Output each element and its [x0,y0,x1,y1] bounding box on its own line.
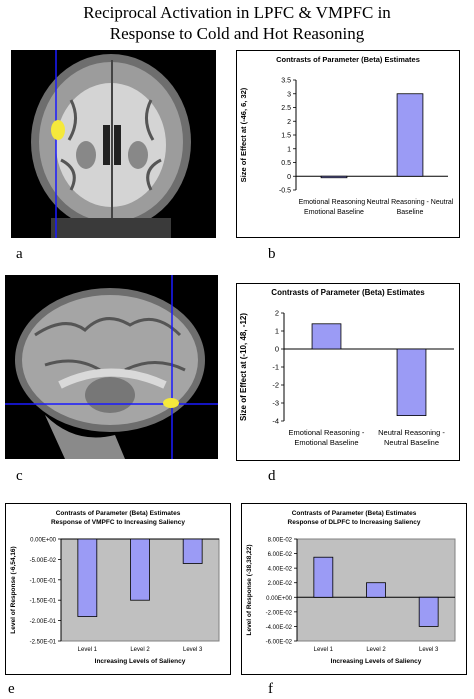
sagittal-brain-image [5,275,218,459]
title-line-1: Reciprocal Activation in LPFC & VMPFC in [83,3,391,22]
y-tick-label: 0.00E+00 [30,538,57,544]
category-label: Neutral Reasoning - Neutral [367,199,454,206]
bar-2 [396,348,427,416]
y-tick-label: -1.50E-01 [30,599,57,605]
category-label: Level 3 [183,647,203,653]
y-tick-label: 0.5 [281,160,291,167]
y-tick-label: 8.00E-02 [268,538,293,544]
y-tick-label: 3.5 [281,78,291,85]
bar-3 [418,596,439,627]
x-axis-label: Increasing Levels of Saliency [331,658,422,665]
panel-label-b: b [268,246,276,262]
category-label: Level 3 [419,647,439,653]
panel-label-a: a [16,246,23,262]
y-axis-label: Size of Effect at (-10, 48, -12) [239,313,248,421]
bar-2 [130,538,150,601]
y-tick-label: 1.5 [281,133,291,140]
panel-label-d: d [268,468,276,484]
y-axis-label: Level of Response (-38,38,22) [246,544,253,635]
chart-d: Contrasts of Parameter (Beta) Estimates 2… [236,283,460,461]
chart-title: Contrasts of Parameter (Beta) Estimates [56,510,181,517]
y-tick-label: -1.00E-01 [30,578,57,584]
chart-f-svg: Contrasts of Parameter (Beta) Estimates R… [241,503,467,675]
chart-title: Contrasts of Parameter (Beta) Estimates [271,288,425,297]
chart-d-svg: Contrasts of Parameter (Beta) Estimates 2… [236,283,460,461]
x-axis-label: Increasing Levels of Saliency [95,658,186,665]
category-label: Baseline [397,209,424,216]
y-tick-label: 0 [287,174,291,181]
chart-b: Contrasts of Parameter (Beta) Estimates 3… [236,50,460,238]
bar-1 [320,175,348,179]
coronal-brain-image [11,50,216,238]
y-tick-label: -4.00E-02 [266,625,293,631]
category-label: Neutral Reasoning - [378,428,445,437]
panel-label-c: c [16,468,23,484]
chart-title: Contrasts of Parameter (Beta) Estimates [276,55,420,64]
y-tick-label: 2 [275,309,279,318]
y-tick-label: 1 [275,327,279,336]
y-tick-label: 2.5 [281,105,291,112]
category-label: Level 2 [366,647,386,653]
y-tick-label: -1 [272,363,279,372]
panel-label-e: e [8,681,15,697]
category-label: Neutral Baseline [384,438,439,447]
y-tick-label: 3 [287,91,291,98]
y-tick-label: -2.50E-01 [30,640,57,646]
chart-subtitle: Response of DLPFC to Increasing Saliency [288,519,421,526]
chart-b-svg: Contrasts of Parameter (Beta) Estimates 3… [236,50,460,238]
y-axis-label: Level of Response (-6,54,16) [10,546,17,633]
bar-1 [313,556,334,598]
chart-title: Contrasts of Parameter (Beta) Estimates [292,510,417,517]
y-tick-label: -2 [272,381,279,390]
y-tick-label: -6.00E-02 [266,640,293,646]
bar-1 [311,323,342,350]
chart-e-svg: Contrasts of Parameter (Beta) Estimates R… [5,503,231,675]
chart-f: Contrasts of Parameter (Beta) Estimates R… [241,503,467,675]
y-tick-label: -2.00E-01 [30,619,57,625]
bar-3 [182,538,203,564]
y-tick-label: 2 [287,119,291,126]
y-axis-label: Size of Effect at (-46, 6, 32) [239,87,248,182]
title-line-2: Response to Cold and Hot Reasoning [109,24,365,43]
y-tick-label: -4 [272,417,279,426]
bar-1 [77,538,98,617]
y-tick-label: 0 [275,345,279,354]
y-tick-label: 0.00E+00 [266,596,293,602]
y-tick-label: -0.5 [279,188,291,195]
y-tick-label: -2.00E-02 [266,610,293,616]
chart-e: Contrasts of Parameter (Beta) Estimates R… [5,503,231,675]
bar-2 [366,582,386,598]
panel-label-f: f [268,681,273,697]
y-tick-label: -5.00E-02 [30,558,57,564]
chart-subtitle: Response of VMPFC to Increasing Saliency [51,519,185,526]
y-tick-label: -3 [272,399,279,408]
bar-2 [396,93,424,177]
y-tick-label: 1 [287,146,291,153]
category-label: Emotional Reasoning - [289,428,365,437]
category-label: Level 1 [314,647,334,653]
y-tick-label: 6.00E-02 [268,552,293,558]
category-label: Emotional Reasoning - [299,199,370,206]
y-tick-label: 2.00E-02 [268,581,293,587]
plot-area [284,313,454,421]
category-label: Level 2 [130,647,150,653]
category-label: Emotional Baseline [304,209,364,216]
plot-area [296,80,448,190]
category-label: Level 1 [78,647,98,653]
y-tick-label: 4.00E-02 [268,567,293,573]
category-label: Emotional Baseline [294,438,358,447]
figure-title: Reciprocal Activation in LPFC & VMPFC in… [0,2,474,44]
